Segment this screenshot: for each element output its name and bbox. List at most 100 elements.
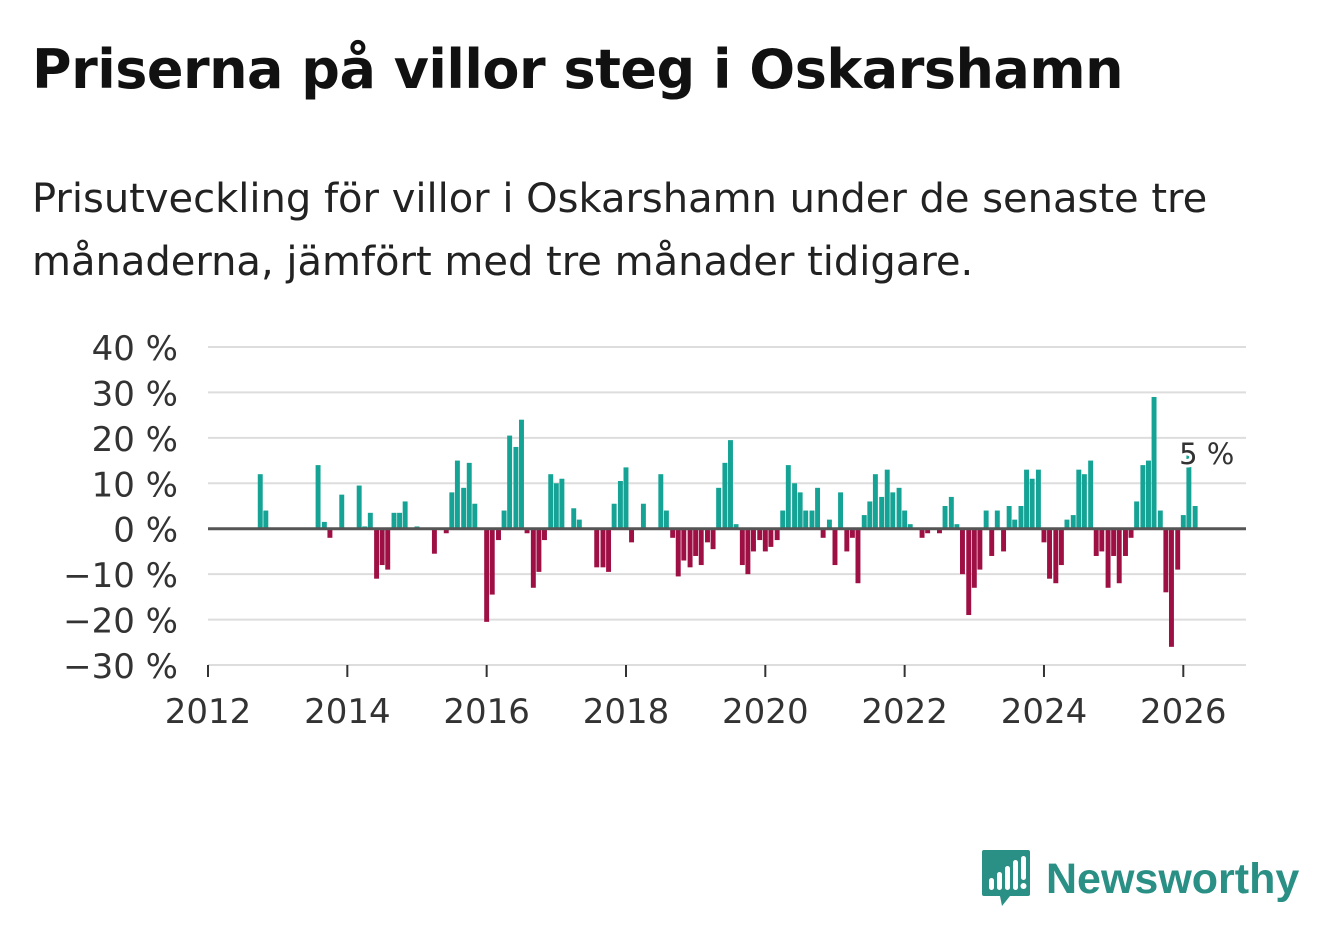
bar [1047, 528, 1053, 579]
bar [1123, 528, 1128, 556]
bar [385, 528, 391, 570]
bar [1053, 528, 1059, 584]
bar [1076, 469, 1082, 529]
bar [826, 519, 832, 529]
bar [263, 510, 269, 529]
bar [1058, 528, 1064, 566]
bar [716, 487, 722, 529]
bar [815, 487, 821, 529]
bar [896, 487, 902, 529]
bar [890, 492, 896, 529]
bar [797, 492, 803, 529]
bar [663, 510, 669, 529]
bar [1168, 528, 1174, 647]
bar [356, 485, 362, 529]
bar-chart: 40 %30 %20 %10 %0 %−10 %−20 %−30 % 2012 2… [63, 329, 1246, 732]
bar [1041, 528, 1047, 543]
y-tick-label: −10 % [63, 556, 178, 596]
bar [513, 446, 519, 529]
bar [948, 496, 954, 529]
bar [966, 528, 972, 616]
bar [1192, 506, 1198, 529]
bar [1146, 460, 1151, 529]
bar [367, 512, 373, 529]
bar [617, 481, 623, 529]
bar [1064, 519, 1070, 529]
bar [1180, 515, 1186, 529]
bar [1070, 515, 1076, 529]
bar [257, 474, 263, 529]
y-tick-label: 10 % [92, 465, 178, 505]
bar [461, 487, 467, 529]
chart-title: Priserna på villor steg i Oskarshamn [32, 38, 1124, 101]
bar [542, 528, 547, 541]
bar [867, 501, 873, 529]
bar [745, 528, 751, 575]
bars [257, 396, 1198, 647]
bar [339, 494, 345, 529]
bar [1140, 465, 1146, 529]
bar [496, 528, 501, 541]
newsworthy-logo-icon [982, 850, 1030, 906]
bar [1157, 510, 1163, 529]
bar [524, 528, 530, 534]
x-tick-label: 2024 [1001, 692, 1088, 732]
bar [536, 528, 542, 572]
bar [751, 528, 756, 552]
bar [919, 528, 925, 538]
bar [443, 528, 449, 534]
bar [1186, 446, 1192, 529]
y-axis-ticks: 40 % 30 % 20 % 10 % 0 % −10 % −20 % −30 % [63, 329, 178, 687]
bar [501, 510, 507, 529]
bar [431, 528, 437, 554]
chart-subtitle: Prisutveckling för villor i Oskarshamn u… [32, 176, 1208, 285]
newsworthy-logo: Newsworthy [980, 848, 1299, 910]
bar [780, 510, 786, 529]
bar [449, 492, 455, 529]
brand-name: Newsworthy [1046, 854, 1300, 903]
bar [594, 528, 600, 568]
bar [670, 528, 676, 538]
bar [1128, 528, 1134, 538]
bar [792, 483, 798, 529]
bar [907, 524, 913, 529]
bar [942, 506, 948, 529]
bar [327, 528, 333, 538]
y-tick-label: −20 % [63, 602, 178, 642]
bar [548, 474, 554, 529]
bar [1116, 528, 1122, 584]
bar [472, 503, 478, 529]
bar [321, 521, 327, 529]
bar [1001, 528, 1007, 552]
bar [774, 528, 780, 541]
bar [762, 528, 768, 552]
x-tick-label: 2014 [304, 692, 391, 732]
bar [571, 508, 577, 529]
bar [994, 510, 1000, 529]
bar [530, 528, 536, 588]
bar [820, 528, 826, 538]
bar [937, 528, 942, 534]
bar [733, 524, 739, 529]
y-tick-label: 30 % [92, 374, 178, 414]
bar [611, 503, 617, 529]
bar [391, 512, 397, 529]
bar [606, 528, 612, 572]
bar [1035, 469, 1041, 529]
bar [902, 510, 908, 529]
bar [484, 528, 490, 622]
x-tick-label: 2020 [722, 692, 809, 732]
bar [658, 474, 664, 529]
bar [989, 528, 995, 556]
bar [872, 474, 878, 529]
bar [1024, 469, 1030, 529]
bar [1088, 460, 1094, 529]
x-tick-label: 2016 [443, 692, 530, 732]
bar [507, 435, 513, 529]
bar [954, 524, 960, 529]
x-tick-label: 2026 [1140, 692, 1227, 732]
bar [705, 528, 710, 543]
bar [675, 528, 681, 577]
bar [1012, 519, 1018, 529]
bar [1081, 474, 1087, 529]
